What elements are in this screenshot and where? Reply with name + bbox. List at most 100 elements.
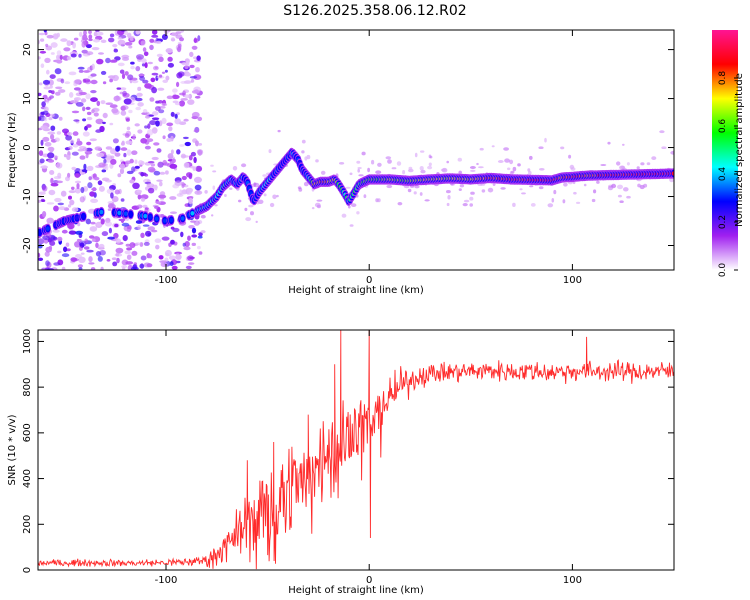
spectrogram-noise-blob	[87, 182, 93, 189]
spectrogram-noise-blob	[93, 31, 98, 37]
spectrogram-noise-blob	[52, 229, 60, 233]
spectrogram-noise-blob	[155, 120, 160, 127]
spectrogram-noise-blob	[176, 81, 180, 88]
spectrogram-noise-blob	[42, 136, 50, 142]
spectrogram-noise-blob	[80, 252, 85, 255]
spectrogram-noise-blob	[81, 169, 88, 173]
snr-x-ticks: -100 0 100	[155, 330, 582, 586]
spectrogram-noise-blob	[63, 47, 71, 52]
colorbar: 0.0 0.2 0.4 0.6 0.8 Normalized spectral ampl…	[712, 30, 745, 277]
spectrogram-noise-blob	[38, 257, 44, 261]
spectrogram-noise-blob	[45, 260, 50, 267]
spectrogram-faint-blob	[349, 172, 353, 176]
spectrogram-noise-blob	[158, 56, 164, 62]
spectrogram-noise-blob	[55, 86, 63, 90]
spectrogram-faint-blob	[568, 154, 572, 159]
spectrogram-noise-blob	[194, 176, 202, 183]
spectrogram-noise-blob	[153, 142, 160, 146]
spectrogram-noise-blob	[120, 142, 125, 146]
spectrogram-faint-blob	[428, 162, 432, 167]
spectrogram-noise-blob	[183, 162, 190, 169]
spectrogram-faint-blob	[211, 214, 214, 217]
spectrogram-noise-blob	[85, 106, 91, 110]
spectrogram-noise-blob	[38, 150, 44, 157]
spectrogram-noise-blob	[80, 186, 85, 194]
spectrogram-faint-blob	[562, 199, 566, 204]
spectrogram-noise-blob	[172, 227, 180, 233]
spectrogram-noise-blob	[161, 102, 168, 107]
spectrogram-faint-blob	[361, 151, 366, 156]
spectrogram-noise-blob	[129, 179, 135, 184]
spectrogram-noise-blob	[159, 181, 163, 187]
spectrogram-noise-blob	[60, 78, 65, 84]
spectrogram-noise-blob	[151, 156, 159, 161]
spectrogram-noise-blob	[40, 165, 48, 169]
snr-y-label: SNR (10 * v/v)	[7, 414, 18, 485]
spectrogram-noise-blob	[38, 92, 42, 97]
spectrogram-faint-blob	[620, 165, 625, 169]
spectrogram-faint-blob	[311, 207, 315, 210]
spectrogram-noise-blob	[115, 145, 120, 152]
spectrogram-noise-blob	[136, 204, 143, 209]
spectrogram-noise-blob	[98, 185, 105, 192]
spectrogram-noise-blob	[177, 43, 182, 48]
spectrogram-noise-layer	[38, 30, 674, 270]
spectrogram-noise-blob	[191, 242, 196, 246]
spectrogram-noise-blob	[194, 184, 202, 191]
spectrogram-noise-blob	[182, 242, 186, 247]
spectrogram-noise-blob	[38, 252, 41, 258]
spectrogram-noise-blob	[189, 165, 197, 169]
spectrogram-x-ticks: -100 0 100	[155, 30, 582, 286]
spectrogram-noise-blob	[174, 102, 181, 106]
spectrogram-noise-blob	[112, 74, 119, 82]
spectrogram-noise-blob	[125, 243, 131, 247]
spectrogram-noise-blob	[93, 112, 99, 117]
spectrogram-ridge-core	[162, 218, 167, 223]
spectrogram-noise-blob	[77, 222, 81, 227]
spectrogram-faint-blob	[371, 159, 375, 165]
spectrogram-noise-blob	[55, 180, 63, 184]
spectrogram-noise-blob	[82, 118, 87, 122]
spectrogram-noise-blob	[88, 256, 93, 263]
spectrogram-ridge-core	[154, 216, 159, 221]
spectrogram-noise-blob	[120, 218, 125, 223]
spectrogram-faint-blob	[626, 195, 631, 199]
spectrogram-noise-blob	[166, 138, 172, 142]
spectrogram-noise-blob	[78, 267, 83, 270]
spectrogram-noise-blob	[46, 202, 55, 205]
spectrogram-noise-blob	[65, 176, 70, 182]
spectrogram-noise-blob	[155, 106, 161, 111]
spectrogram-noise-blob	[107, 236, 115, 240]
spectrogram-noise-blob	[111, 257, 117, 261]
spectrogram-noise-blob	[137, 224, 141, 230]
spectrogram-noise-blob	[130, 266, 139, 270]
spectrogram-noise-blob	[175, 253, 180, 257]
spectrogram-faint-blob	[428, 154, 432, 159]
spectrogram-noise-blob	[50, 42, 58, 48]
spectrogram-noise-blob	[73, 119, 80, 122]
spectrogram-noise-blob	[108, 227, 112, 234]
spectrogram-faint-blob	[476, 162, 479, 166]
spectrogram-noise-blob	[157, 100, 163, 104]
spectrogram-noise-blob	[152, 30, 158, 35]
spectrogram-noise-blob	[115, 247, 124, 254]
spectrogram-noise-blob	[38, 238, 45, 245]
spectrogram-faint-blob	[407, 188, 412, 193]
spectrogram-faint-blob	[315, 159, 319, 163]
spectrogram-noise-blob	[74, 180, 82, 184]
spectrogram-noise-blob	[134, 159, 138, 164]
spectrogram-noise-blob	[41, 101, 46, 107]
spectrogram-noise-blob	[154, 66, 158, 69]
spectrogram-noise-blob	[169, 163, 178, 169]
spectrogram-faint-blob	[244, 207, 248, 212]
spectrogram-noise-blob	[81, 49, 88, 54]
spectrogram-noise-blob	[150, 77, 156, 83]
spectrogram-noise-blob	[122, 235, 128, 242]
spectrogram-noise-blob	[61, 253, 70, 258]
spectrogram-noise-blob	[125, 261, 134, 265]
spectrogram-noise-blob	[171, 158, 176, 163]
spectrogram-noise-blob	[177, 46, 182, 53]
spectrogram-noise-blob	[151, 72, 159, 76]
spectrogram-noise-blob	[144, 173, 149, 177]
spectrogram-noise-blob	[167, 62, 174, 68]
